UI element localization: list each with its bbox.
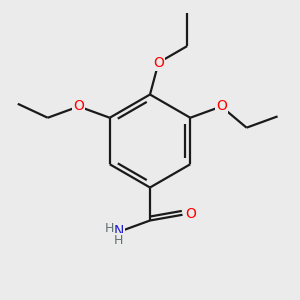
Text: O: O [73, 100, 84, 113]
Text: N: N [113, 224, 124, 239]
Text: H: H [114, 234, 123, 247]
Text: O: O [153, 56, 164, 70]
Text: O: O [185, 207, 196, 221]
Text: O: O [216, 100, 227, 113]
Text: H: H [104, 222, 114, 235]
